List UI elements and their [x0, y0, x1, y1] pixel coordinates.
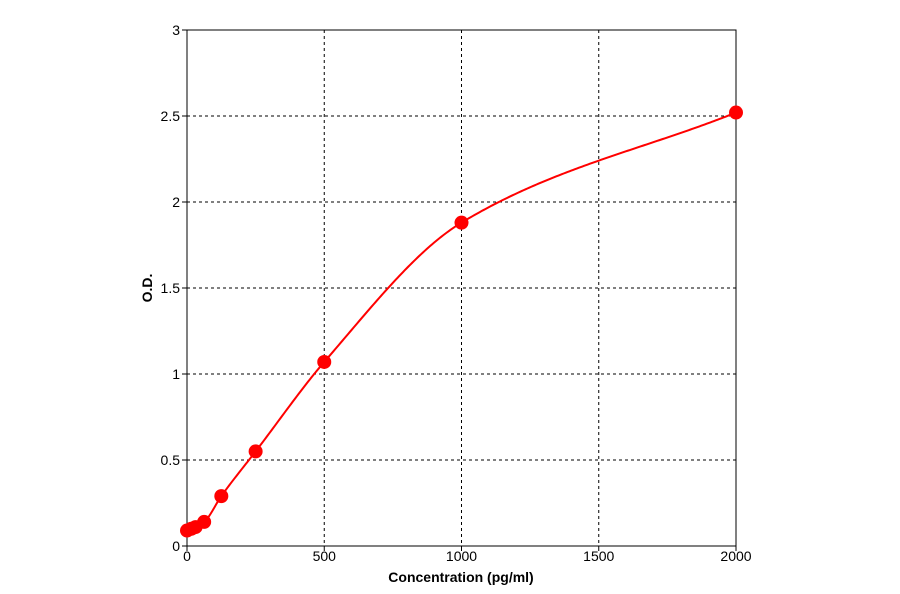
data-point [729, 105, 743, 120]
x-axis-ticks: 0 500 1000 1500 2000 [183, 546, 752, 564]
data-point [197, 514, 212, 529]
data-point [454, 215, 469, 230]
y-tick-label: 2.5 [161, 108, 181, 124]
y-tick-label: 1.5 [161, 280, 181, 296]
y-tick-label: 3 [172, 22, 180, 38]
y-tick-label: 2 [172, 194, 180, 210]
data-point [317, 354, 332, 369]
x-tick-label: 0 [183, 548, 191, 564]
x-tick-label: 2000 [720, 548, 751, 564]
x-tick-label: 500 [313, 548, 337, 564]
y-axis-ticks: 0 0.5 1 1.5 2 2.5 3 [161, 22, 187, 554]
y-tick-label: 1 [172, 366, 180, 382]
y-tick-label: 0.5 [161, 452, 181, 468]
x-tick-label: 1500 [583, 548, 614, 564]
data-point [248, 444, 263, 459]
y-axis-title: O.D. [139, 274, 155, 303]
x-axis-title: Concentration (pg/ml) [388, 569, 533, 585]
data-point [214, 489, 229, 504]
grid-lines [187, 30, 736, 546]
data-points [180, 105, 743, 538]
x-tick-label: 1000 [446, 548, 477, 564]
y-tick-label: 0 [172, 538, 180, 554]
